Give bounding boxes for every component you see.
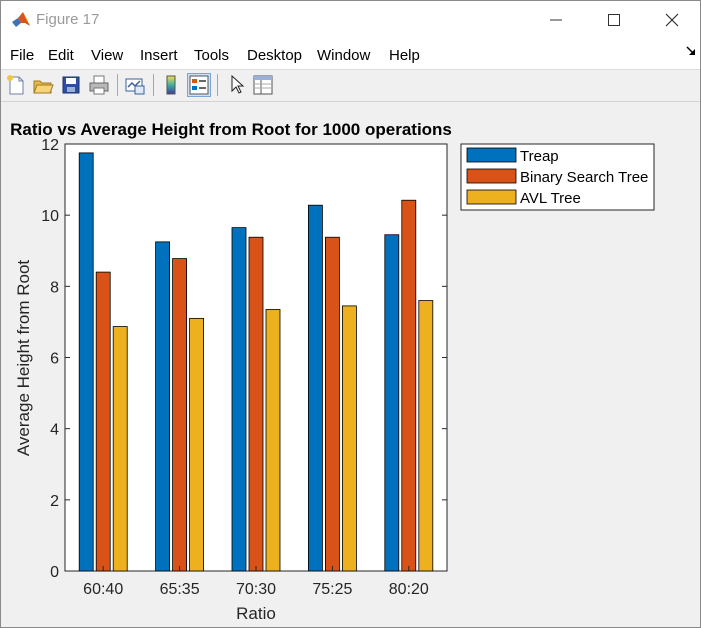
figure-canvas[interactable]: Ratio vs Average Height from Root for 10… <box>1 102 700 627</box>
figure-toolbar <box>1 70 700 102</box>
y-tick-label: 4 <box>50 422 59 439</box>
bar-avl-tree-70-30[interactable] <box>265 309 281 572</box>
property-inspector-icon <box>253 75 273 95</box>
menu-insert[interactable]: Insert <box>140 47 178 64</box>
bar-binary-search-tree-60-40[interactable] <box>95 271 111 572</box>
bar-avl-tree-75-25[interactable] <box>341 305 357 572</box>
pointer-icon <box>231 74 245 94</box>
insert-colorbar-icon <box>166 75 176 95</box>
link-plot-icon <box>125 78 145 95</box>
bar-treap-65-35[interactable] <box>155 241 171 572</box>
menu-file[interactable]: File <box>10 47 35 64</box>
x-tick-label: 80:20 <box>389 581 429 598</box>
legend[interactable]: Treap Binary Search Tree AVL Tree <box>460 143 655 211</box>
bar-treap-80-20[interactable] <box>384 234 400 572</box>
x-axis: 60:40 65:35 70:30 75:25 80:20 <box>83 566 429 598</box>
menu-edit[interactable]: Edit <box>48 47 74 64</box>
menu-window[interactable]: Window <box>317 47 371 64</box>
close-button[interactable] <box>649 1 695 39</box>
bar-binary-search-tree-80-20[interactable] <box>401 199 417 572</box>
bar-binary-search-tree-65-35[interactable] <box>172 258 188 572</box>
minimize-icon <box>550 19 562 21</box>
bar-group <box>78 152 434 572</box>
menu-help[interactable]: Help <box>389 47 420 64</box>
bar-treap-75-25[interactable] <box>307 204 323 572</box>
legend-swatch <box>466 147 517 163</box>
y-tick-label: 10 <box>41 208 59 225</box>
bar-binary-search-tree-70-30[interactable] <box>248 236 264 572</box>
insert-colorbar-button[interactable] <box>159 73 183 97</box>
legend-label: AVL Tree <box>520 190 581 207</box>
y-tick-label: 2 <box>50 493 59 510</box>
maximize-button[interactable] <box>591 1 637 39</box>
minimize-button[interactable] <box>533 1 579 39</box>
y-tick-label: 8 <box>50 279 59 296</box>
bar-avl-tree-65-35[interactable] <box>189 317 205 572</box>
bar-treap-60-40[interactable] <box>78 152 94 572</box>
legend-swatch <box>466 189 517 205</box>
toolbar-separator <box>217 74 218 96</box>
print-button[interactable] <box>87 73 111 97</box>
title-bar[interactable]: Figure 17 <box>1 1 700 39</box>
link-plot-button[interactable] <box>123 73 147 97</box>
menu-desktop[interactable]: Desktop <box>247 47 303 64</box>
edit-plot-button[interactable] <box>224 73 248 97</box>
y-tick-label: 12 <box>41 137 59 154</box>
close-icon <box>665 13 679 27</box>
window-title: Figure 17 <box>36 11 100 28</box>
x-axis-label: Ratio <box>236 604 276 623</box>
toolbar-separator <box>153 74 154 96</box>
open-file-button[interactable] <box>31 73 55 97</box>
save-icon <box>62 76 80 94</box>
insert-legend-icon <box>189 75 209 95</box>
y-tick-label: 6 <box>50 351 59 368</box>
legend-swatch <box>466 168 517 184</box>
bar-chart[interactable]: Ratio vs Average Height from Root for 10… <box>1 102 700 627</box>
dock-figure-icon[interactable] <box>685 45 697 57</box>
toolbar-separator <box>117 74 118 96</box>
menu-bar: File Edit View Insert Tools Desktop Wind… <box>1 39 700 70</box>
bar-treap-70-30[interactable] <box>231 227 247 572</box>
matlab-logo-icon <box>12 12 30 27</box>
bar-avl-tree-80-20[interactable] <box>418 300 434 572</box>
bar-binary-search-tree-75-25[interactable] <box>324 236 340 572</box>
chart-title: Ratio vs Average Height from Root for 10… <box>10 120 452 139</box>
x-tick-label: 75:25 <box>312 581 352 598</box>
insert-legend-button[interactable] <box>187 73 211 97</box>
menu-view[interactable]: View <box>91 47 124 64</box>
y-tick-label: 0 <box>50 564 59 581</box>
menu-tools[interactable]: Tools <box>194 47 230 64</box>
maximize-icon <box>608 14 620 26</box>
print-icon <box>89 75 109 95</box>
y-axis-label: Average Height from Root <box>14 260 33 457</box>
x-tick-label: 70:30 <box>236 581 276 598</box>
bar-avl-tree-60-40[interactable] <box>112 326 128 572</box>
property-inspector-button[interactable] <box>251 73 275 97</box>
legend-label: Treap <box>520 148 559 165</box>
y-axis: 0 2 4 6 8 10 12 <box>41 137 447 581</box>
x-tick-label: 65:35 <box>160 581 200 598</box>
x-tick-label: 60:40 <box>83 581 123 598</box>
open-file-icon <box>33 80 54 94</box>
new-figure-icon <box>7 75 24 95</box>
legend-label: Binary Search Tree <box>520 169 648 186</box>
new-figure-button[interactable] <box>4 73 28 97</box>
save-button[interactable] <box>59 73 83 97</box>
